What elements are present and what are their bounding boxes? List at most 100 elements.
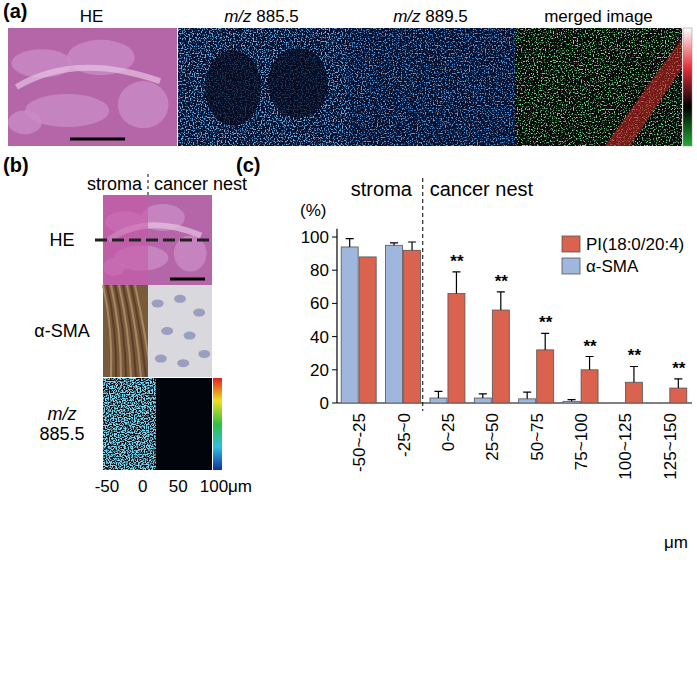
ms-image (103, 378, 212, 470)
panel-a: (a) HE m/z 885.5 m/z 889.5 merged image (3, 0, 692, 146)
panel-label: (a) (3, 0, 27, 22)
bar (537, 350, 554, 403)
merged-texture (605, 38, 682, 146)
ms-noise (347, 28, 515, 146)
tick-label: 50 (169, 477, 188, 496)
axis-label: μm (664, 533, 688, 552)
region-label: stroma (87, 174, 143, 194)
error-bar (346, 239, 354, 247)
tspan: 885.5 (256, 7, 299, 26)
significance: ** (628, 346, 642, 365)
error-bar (586, 357, 594, 370)
row-label: α-SMA (34, 321, 89, 341)
error-bar (674, 379, 682, 388)
y-tick (332, 336, 337, 337)
he-texture (118, 81, 169, 128)
ms-image (178, 28, 347, 146)
he-texture (16, 68, 160, 87)
region-label: cancer nest (430, 178, 534, 200)
sma-texture (184, 332, 196, 340)
tspan: m/z (393, 7, 425, 26)
error-bar (452, 272, 460, 294)
scale-bar (70, 138, 125, 141)
tick-label: 0 (320, 394, 329, 413)
panel-b: (b)stromacancer nestHEα-SMAm/z885.5-5005… (3, 154, 252, 496)
figure: (a) HE m/z 885.5 m/z 889.5 merged image (b) st… (0, 0, 697, 676)
colorbar (683, 28, 692, 146)
significance: ** (539, 313, 553, 332)
sma-texture (193, 309, 205, 317)
tspan: m/z (48, 404, 77, 424)
y-tick (332, 303, 337, 304)
sma-nest (148, 285, 212, 377)
bars (341, 245, 687, 403)
legend-label: PI(18:0/20:4) (586, 235, 684, 254)
tick-label: 80 (310, 261, 329, 280)
significance: ** (495, 272, 509, 291)
sma-texture (115, 285, 126, 377)
y-tick (332, 237, 337, 238)
bar (404, 250, 421, 403)
panel-c: (c)020406080100(%)stromacancer nest*****… (236, 154, 692, 552)
tick-label: -50 (95, 477, 120, 496)
y-tick (332, 270, 337, 271)
legend-swatch (562, 236, 580, 252)
tspan: m/z (224, 7, 256, 26)
bar (359, 257, 376, 403)
he-image (8, 28, 177, 146)
tick-label: 25~50 (483, 413, 502, 461)
bar (448, 293, 465, 403)
error-bar (390, 243, 398, 245)
image-title: merged image (544, 7, 653, 26)
legend-swatch (562, 258, 580, 274)
bar (652, 403, 669, 404)
tick-label: 60 (310, 294, 329, 313)
tick-label: 0 (138, 477, 147, 496)
sma-texture (111, 285, 121, 377)
error-bar (408, 242, 416, 250)
bar (341, 247, 358, 403)
axis-label: (%) (300, 201, 326, 220)
he-texture (8, 111, 42, 135)
sma-texture (161, 327, 173, 335)
error-bars (346, 239, 683, 402)
bar (581, 370, 598, 403)
region-label: cancer nest (154, 174, 247, 194)
tick-label: 100 (200, 477, 228, 496)
tick-label: -25~0 (395, 413, 414, 457)
error-bar (497, 292, 505, 310)
bar (670, 388, 687, 403)
sma-stroma (103, 285, 148, 377)
axis-unit: μm (228, 477, 252, 496)
bar (492, 310, 509, 403)
y-tick (332, 403, 337, 404)
ms-noise (103, 378, 156, 470)
tick-label: -50~-25 (350, 413, 369, 472)
bar (625, 382, 642, 403)
image-title: m/z 889.5 (393, 7, 468, 26)
bar (607, 403, 624, 404)
ms-texture (205, 50, 261, 126)
sma-texture (152, 299, 164, 307)
colorbar (213, 378, 222, 470)
image-title: HE (80, 7, 104, 26)
merged-image (515, 28, 682, 146)
divider (422, 178, 423, 411)
sma-texture (198, 350, 210, 358)
error-bar (630, 366, 638, 382)
tick-label: 20 (310, 361, 329, 380)
tick-label: 100~125 (616, 413, 635, 480)
panel-label: (b) (3, 154, 29, 176)
error-bar (523, 392, 531, 399)
tick-label: 0~25 (439, 413, 458, 451)
sma-texture (174, 295, 186, 303)
row-label: HE (49, 230, 74, 250)
significance: ** (450, 252, 464, 271)
error-bar (479, 394, 487, 398)
y-axis (336, 229, 337, 403)
image-title: m/z 885.5 (224, 7, 299, 26)
bar (563, 401, 580, 403)
bar (386, 245, 403, 403)
error-bar (541, 333, 549, 350)
bar (474, 398, 491, 403)
